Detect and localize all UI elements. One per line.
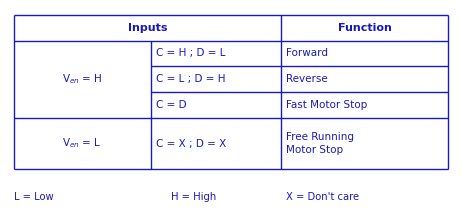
Text: X = Don't care: X = Don't care [286,192,359,202]
Text: Free Running: Free Running [286,132,354,142]
Text: C = H ; D = L: C = H ; D = L [156,48,226,58]
Text: V$_{en}$ = L: V$_{en}$ = L [62,137,102,150]
Text: L = Low: L = Low [14,192,54,202]
Text: Function: Function [338,23,391,33]
Text: Reverse: Reverse [286,74,328,84]
Text: C = L ; D = H: C = L ; D = H [156,74,226,84]
Text: Motor Stop: Motor Stop [286,145,344,155]
Text: Inputs: Inputs [128,23,167,33]
Text: Forward: Forward [286,48,328,58]
Text: C = X ; D = X: C = X ; D = X [156,138,226,148]
Text: Fast Motor Stop: Fast Motor Stop [286,100,368,110]
Text: V$_{en}$ = H: V$_{en}$ = H [62,72,103,86]
Text: C = D: C = D [156,100,187,110]
Text: H = High: H = High [171,192,216,202]
